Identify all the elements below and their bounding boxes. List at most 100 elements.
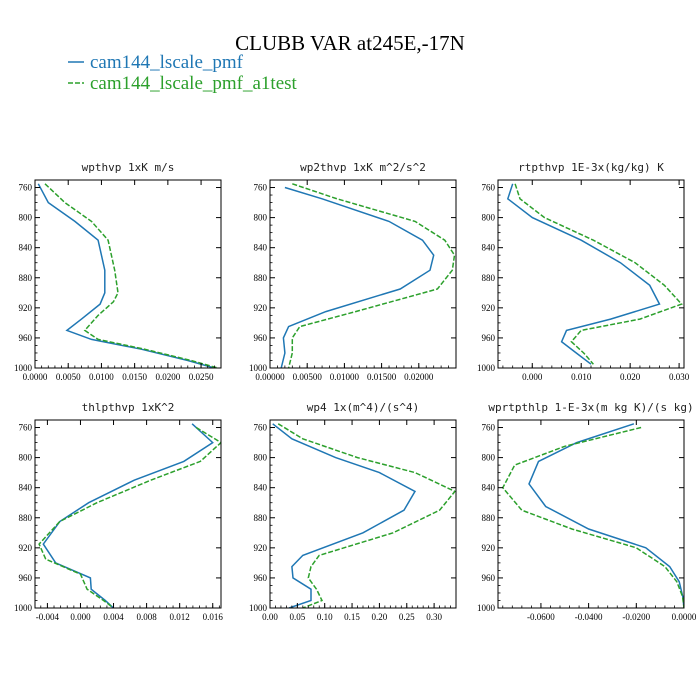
- panel-5: wprtpthlp 1-E-3x(m kg K)/(s kg) 760 800 840…: [477, 401, 697, 622]
- x-tick-label: 0.010: [571, 372, 592, 382]
- y-tick-label: 1000: [14, 363, 33, 373]
- y-tick-label: 960: [482, 573, 496, 583]
- panel-title: wpthvp 1xK m/s: [82, 161, 175, 174]
- x-tick-label: 0.004: [103, 612, 124, 622]
- y-tick-label: 880: [482, 513, 496, 523]
- y-tick-label: 840: [19, 483, 33, 493]
- x-tick-label: 0.30: [426, 612, 442, 622]
- x-tick-label: 0.0000: [23, 372, 48, 382]
- panel-3: thlpthvp 1xK^2 760 800 840 880 920 960 1000-0.0…: [14, 401, 223, 622]
- series-line-1: [38, 426, 221, 608]
- x-tick-label: 0.000: [70, 612, 91, 622]
- x-tick-label: -0.0400: [575, 612, 603, 622]
- x-tick-label: 0.0250: [189, 372, 214, 382]
- y-tick-label: 1000: [477, 603, 496, 613]
- x-tick-label: 0.05: [289, 612, 305, 622]
- series-line-0: [528, 423, 684, 608]
- y-tick-label: 880: [254, 273, 268, 283]
- y-tick-label: 960: [254, 573, 268, 583]
- x-tick-label: 0.0100: [89, 372, 114, 382]
- y-tick-label: 800: [254, 213, 268, 223]
- x-tick-label: 0.0200: [155, 372, 180, 382]
- x-tick-label: 0.00500: [293, 372, 323, 382]
- y-tick-label: 920: [19, 303, 33, 313]
- y-tick-label: 1000: [249, 603, 268, 613]
- y-tick-label: 1000: [14, 603, 33, 613]
- y-tick-label: 840: [19, 243, 33, 253]
- x-tick-label: 0.030: [669, 372, 690, 382]
- x-tick-label: 0.01000: [330, 372, 360, 382]
- y-tick-label: 840: [482, 483, 496, 493]
- x-tick-label: 0.20: [372, 612, 388, 622]
- panel-2: rtpthvp 1E-3x(kg/kg) K 760 800 840 880 920 960…: [477, 161, 690, 382]
- series-line-0: [506, 183, 661, 365]
- x-tick-label: 0.00: [262, 612, 278, 622]
- y-tick-label: 760: [254, 183, 268, 193]
- series-line-0: [280, 186, 435, 368]
- y-tick-label: 840: [482, 243, 496, 253]
- y-tick-label: 880: [482, 273, 496, 283]
- plot-frame: [497, 419, 685, 609]
- legend-label-1: cam144_lscale_pmf_a1test: [90, 73, 298, 94]
- plot-frame: [34, 419, 222, 609]
- panel-title: wp2thvp 1xK m^2/s^2: [300, 161, 426, 174]
- y-tick-label: 840: [254, 483, 268, 493]
- panel-title: thlpthvp 1xK^2: [82, 401, 175, 414]
- x-tick-label: 0.02000: [404, 372, 434, 382]
- figure-title: CLUBB VAR at245E,-17N: [235, 31, 465, 55]
- y-tick-label: 800: [482, 453, 496, 463]
- y-tick-label: 960: [19, 333, 33, 343]
- x-tick-label: 0.10: [317, 612, 333, 622]
- y-tick-label: 800: [19, 213, 33, 223]
- y-tick-label: 960: [19, 573, 33, 583]
- y-tick-label: 920: [19, 543, 33, 553]
- y-tick-label: 800: [254, 453, 268, 463]
- x-tick-label: 0.008: [136, 612, 157, 622]
- x-tick-label: 0.0150: [122, 372, 147, 382]
- y-tick-label: 760: [19, 183, 33, 193]
- series-line-1: [514, 183, 683, 365]
- x-tick-label: 0.000: [522, 372, 543, 382]
- y-tick-label: 880: [254, 513, 268, 523]
- x-tick-label: -0.0600: [527, 612, 555, 622]
- series-line-1: [44, 183, 218, 368]
- x-tick-label: -0.004: [36, 612, 60, 622]
- y-tick-label: 1000: [477, 363, 496, 373]
- x-tick-label: -0.0200: [622, 612, 650, 622]
- y-tick-label: 800: [482, 213, 496, 223]
- y-tick-label: 920: [482, 543, 496, 553]
- y-tick-label: 760: [482, 423, 496, 433]
- series-line-0: [272, 423, 417, 608]
- x-tick-label: 0.01500: [367, 372, 397, 382]
- y-tick-label: 920: [254, 543, 268, 553]
- y-tick-label: 920: [482, 303, 496, 313]
- y-tick-label: 880: [19, 513, 33, 523]
- series-line-0: [42, 423, 214, 608]
- y-tick-label: 840: [254, 243, 268, 253]
- x-tick-label: 0.012: [170, 612, 190, 622]
- panel-1: wp2thvp 1xK m^2/s^2 760 800 840 880 920 960 100…: [249, 161, 457, 382]
- panels: wpthvp 1xK m/s76080084088092096010000.00…: [14, 161, 697, 622]
- x-tick-label: 0.016: [203, 612, 224, 622]
- x-tick-label: 0.00000: [255, 372, 285, 382]
- y-tick-label: 760: [482, 183, 496, 193]
- panel-4: wp4 1x(m^4)/(s^4)76080084088092096010000…: [249, 401, 457, 622]
- x-tick-label: 0.15: [344, 612, 360, 622]
- panel-0: wpthvp 1xK m/s76080084088092096010000.00…: [14, 161, 222, 382]
- x-tick-label: 0.0050: [56, 372, 81, 382]
- series-line-1: [287, 183, 456, 368]
- y-tick-label: 880: [19, 273, 33, 283]
- panel-title: rtpthvp 1E-3x(kg/kg) K: [518, 161, 664, 174]
- series-line-1: [277, 423, 456, 608]
- y-tick-label: 960: [482, 333, 496, 343]
- y-tick-label: 800: [19, 453, 33, 463]
- legend-label-0: cam144_lscale_pmf: [90, 52, 244, 73]
- y-tick-label: 920: [254, 303, 268, 313]
- y-tick-label: 760: [19, 423, 33, 433]
- legend: cam144_lscale_pmf cam144_lscale_pmf_a1te…: [68, 52, 298, 94]
- y-tick-label: 960: [254, 333, 268, 343]
- panel-title: wprtpthlp 1-E-3x(m kg K)/(s kg): [488, 401, 693, 414]
- x-tick-label: 0.25: [399, 612, 415, 622]
